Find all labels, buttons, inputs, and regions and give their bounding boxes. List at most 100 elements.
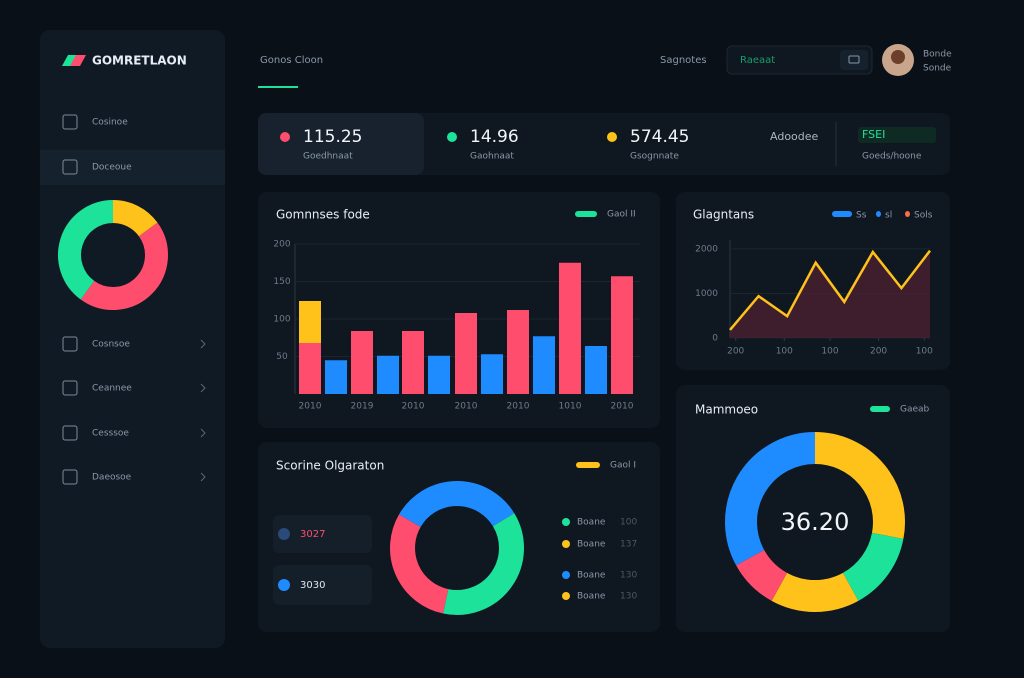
stat-highlight: [858, 127, 936, 143]
chip-text: 3027: [300, 529, 325, 540]
bar: [455, 313, 477, 394]
item-dot: [562, 540, 570, 548]
bar: [402, 331, 424, 394]
chevron: [200, 428, 206, 438]
item-label: Boane: [577, 518, 606, 528]
y-tick-label: 1000: [695, 289, 718, 299]
x-tick-label: 2010: [611, 402, 634, 412]
chip-dot: [278, 579, 290, 591]
chevron: [200, 383, 206, 393]
user-name: Bonde: [923, 50, 952, 60]
x-tick-label: 2010: [507, 402, 530, 412]
nav-icon: [62, 159, 78, 175]
stat-card-active: [258, 113, 424, 175]
chip[interactable]: [273, 515, 372, 553]
legend-swatch: [575, 211, 597, 217]
legend-swatch: [576, 462, 600, 468]
item-value: 100: [620, 518, 637, 528]
stat-icon: [447, 132, 457, 142]
search-box[interactable]: [726, 45, 873, 75]
search-button[interactable]: [840, 50, 868, 70]
nav-icon: [62, 336, 78, 352]
nav-label[interactable]: Cosnsoe: [92, 340, 130, 350]
item-value: 130: [620, 592, 637, 602]
item-value: 130: [620, 571, 637, 581]
legend-swatch: [870, 406, 890, 412]
x-tick-label: 2019: [351, 402, 374, 412]
nav-label[interactable]: Doceoue: [92, 163, 132, 173]
bar: [325, 360, 347, 394]
chevron: [200, 339, 206, 349]
search-text[interactable]: Raeaat: [740, 55, 775, 66]
nav-label[interactable]: Daeosoe: [92, 473, 132, 483]
bar: [299, 343, 321, 394]
nav-icon: [62, 469, 78, 485]
area: [730, 250, 930, 338]
legend-label: Gaol II: [607, 210, 636, 220]
donut-segment: [443, 513, 524, 615]
header-link[interactable]: Sagnotes: [660, 55, 707, 66]
nav-label[interactable]: Cesssoe: [92, 429, 129, 439]
x-tick-label: 100: [776, 347, 793, 357]
stat-value: FSEI: [862, 128, 885, 141]
x-tick-label: 2010: [299, 402, 322, 412]
panel-title: Gomnnses fode: [276, 208, 370, 222]
y-tick-label: 150: [273, 277, 290, 287]
donut-segment: [398, 481, 515, 528]
tab-underline: [258, 86, 298, 88]
brand: GOMRETLAON: [92, 54, 187, 68]
legend-label: Gaeab: [900, 405, 930, 415]
logo: [70, 55, 86, 66]
item-label: Boane: [577, 592, 606, 602]
bar: [585, 346, 607, 394]
donut-segment: [725, 432, 816, 566]
bar: [611, 276, 633, 394]
sidebar: [40, 30, 225, 648]
legend-label: Ss: [856, 211, 867, 221]
item-dot: [562, 592, 570, 600]
donut-center: 36.20: [781, 508, 850, 536]
stat-label: Gsognnate: [630, 152, 679, 162]
y-tick-label: 200: [273, 240, 290, 250]
item-label: Boane: [577, 540, 606, 550]
panel-title: Mammoeo: [695, 403, 758, 417]
stat-label: Goedhnaat: [303, 152, 353, 162]
bar: [377, 355, 399, 394]
item-dot: [562, 571, 570, 579]
icon: [848, 55, 860, 64]
donut-segment: [390, 514, 449, 614]
legend-swatch: [876, 211, 881, 217]
nav-label[interactable]: Cosinoe: [92, 118, 128, 128]
nav-label[interactable]: Ceannee: [92, 384, 132, 394]
donut-segment: [112, 200, 158, 237]
legend-label: Gaol I: [610, 461, 636, 471]
item-label: Boane: [577, 571, 606, 581]
bar: [428, 355, 450, 394]
bar: [481, 354, 503, 394]
sidebar-active: [40, 150, 225, 185]
item-value: 137: [620, 540, 637, 550]
bar: [533, 336, 555, 394]
x-tick-label: 100: [821, 347, 838, 357]
line: [729, 249, 931, 331]
x-tick-label: 2010: [455, 402, 478, 412]
breadcrumb[interactable]: Gonos Cloon: [260, 55, 323, 66]
bar: [507, 310, 529, 394]
x-tick-label: 200: [870, 347, 887, 357]
item-dot: [562, 518, 570, 526]
stat-value: 14.96: [470, 127, 519, 147]
x-tick-label: 100: [916, 347, 933, 357]
y-tick-label: 2000: [695, 244, 718, 254]
donut-segment: [58, 200, 114, 300]
stat-label: Gaohnaat: [470, 152, 514, 162]
stat-label: Goeds/hoone: [862, 152, 922, 162]
bar: [559, 262, 581, 394]
chip[interactable]: [273, 565, 372, 605]
y-tick-label: 0: [712, 334, 718, 344]
x-tick-label: 1010: [559, 402, 582, 412]
user-role: Sonde: [923, 64, 952, 74]
legend-swatch: [905, 211, 910, 217]
nav-icon: [62, 380, 78, 396]
